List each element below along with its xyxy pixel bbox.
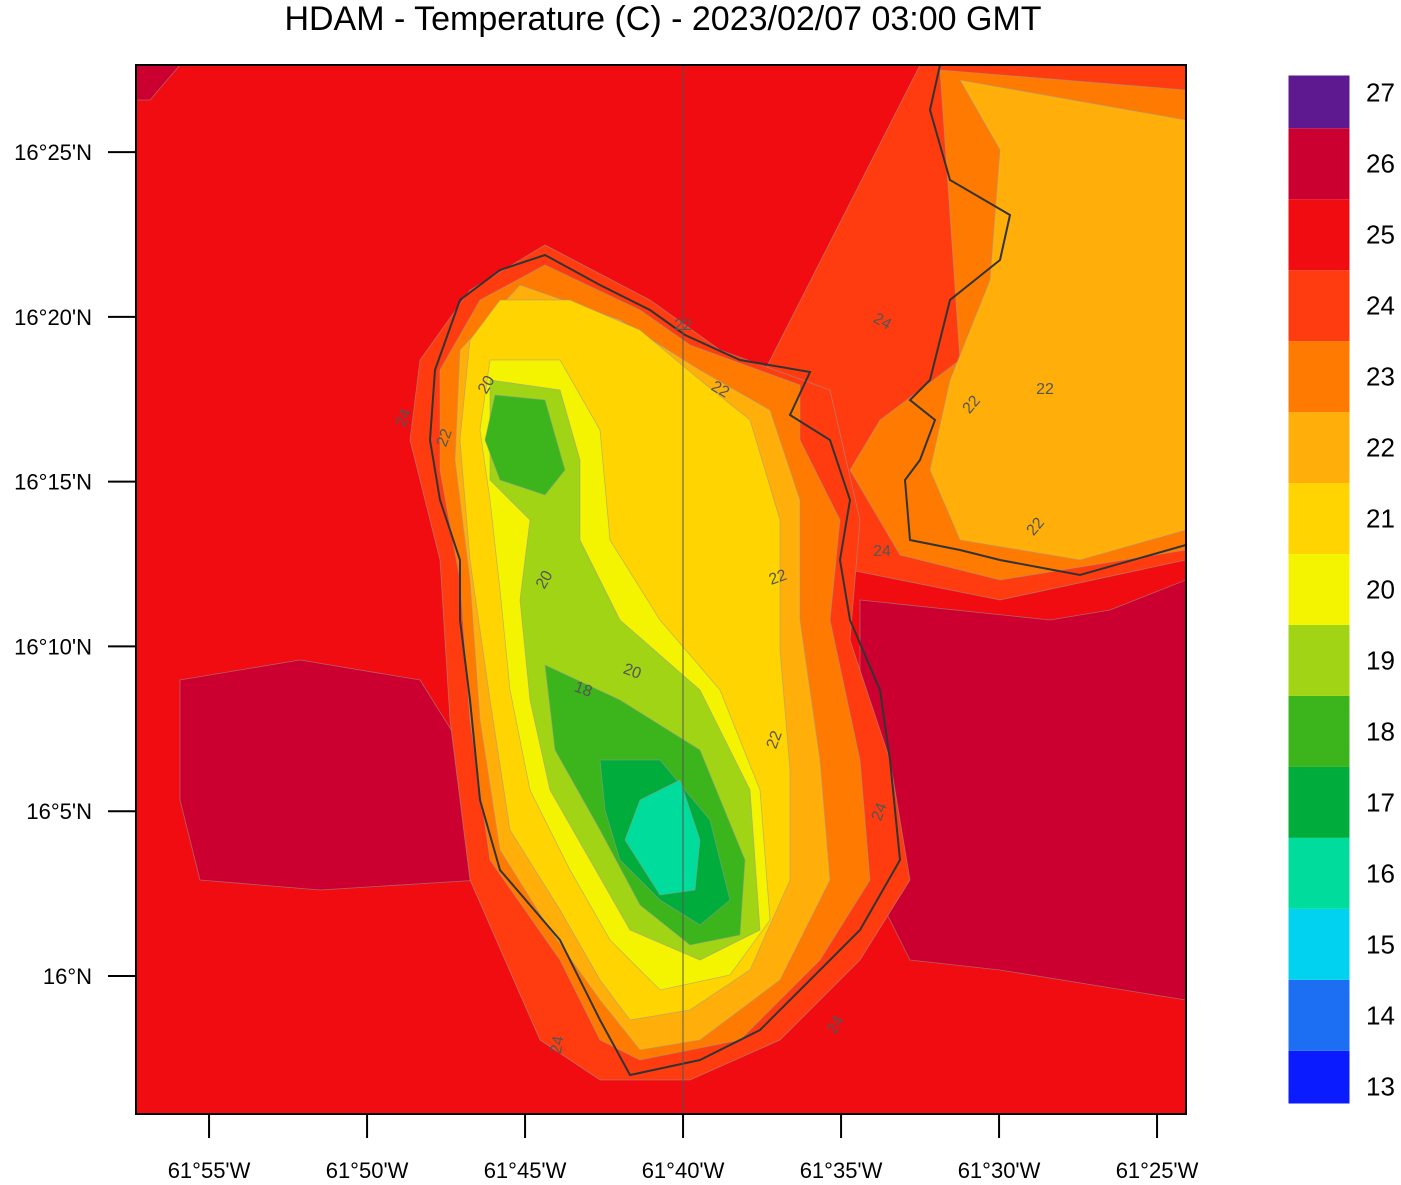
colorbar-band xyxy=(1288,75,1350,129)
y-tick-label: 16°20'N xyxy=(14,305,92,330)
temperature-region xyxy=(484,394,566,496)
x-tick-label: 61°35'W xyxy=(800,1158,883,1180)
contour-label: 24 xyxy=(870,310,894,334)
contour-label: 22 xyxy=(764,729,786,752)
plot-frame xyxy=(135,64,1187,1115)
colorbar-band xyxy=(1288,908,1350,980)
contour-label: 22 xyxy=(674,317,692,334)
colorbar-label: 27 xyxy=(1366,78,1395,108)
colorbar-band xyxy=(1288,837,1350,909)
contour-label: 24 xyxy=(873,543,891,560)
colorbar-label: 17 xyxy=(1366,787,1395,817)
x-tick-label: 61°50'W xyxy=(326,1158,409,1180)
colorbar-band xyxy=(1288,695,1350,767)
y-tick-label: 16°10'N xyxy=(14,634,92,659)
colorbar-label: 14 xyxy=(1366,1000,1395,1030)
x-tick-label: 61°30'W xyxy=(958,1158,1041,1180)
contour-label: 22 xyxy=(434,427,456,450)
y-tick-label: 16°25'N xyxy=(14,140,92,165)
colorbar-label: 25 xyxy=(1366,220,1395,250)
temperature-region xyxy=(624,779,701,896)
colorbar-label: 24 xyxy=(1366,291,1395,321)
colorbar-band xyxy=(1288,483,1350,555)
y-tick-label: 16°15'N xyxy=(14,470,92,495)
contour-label: 20 xyxy=(621,661,644,683)
colorbar-label: 22 xyxy=(1366,433,1395,463)
contour-label: 24 xyxy=(824,1013,848,1037)
contour-label: 24 xyxy=(548,1035,568,1056)
colorbar-label: 19 xyxy=(1366,645,1395,675)
axes: 61°55'W 61°50'W 61°45'W 61°40'W 61°35'W 61°30… xyxy=(14,140,1199,1183)
colorbar-label: 20 xyxy=(1366,575,1395,605)
colorbar-band xyxy=(1288,199,1350,271)
colorbar-label: 26 xyxy=(1366,149,1395,179)
colorbar-band xyxy=(1288,412,1350,484)
colorbar-band xyxy=(1288,624,1350,696)
colorbar-label: 18 xyxy=(1366,716,1395,746)
colorbar-band xyxy=(1288,128,1350,200)
colorbar-frame xyxy=(1287,74,1351,1105)
contour-label: 24 xyxy=(869,801,891,824)
contour-label: 20 xyxy=(533,568,557,592)
contour-label: 18 xyxy=(572,679,595,701)
temperature-region xyxy=(859,579,1186,1001)
x-tick-label: 61°45'W xyxy=(484,1158,567,1180)
colorbar-band xyxy=(1288,766,1350,838)
contour-label: 22 xyxy=(1036,381,1054,398)
map-title: HDAM - Temperature (C) - 2023/02/07 03:0… xyxy=(284,0,1041,38)
x-tick-label: 61°40'W xyxy=(642,1158,725,1180)
colorbar-band xyxy=(1288,979,1350,1051)
temperature-region xyxy=(929,79,1186,561)
colorbar-label: 21 xyxy=(1366,504,1395,534)
coast-grande-terre xyxy=(903,65,1186,577)
x-tick-label: 61°25'W xyxy=(1116,1158,1199,1180)
coast-basse-terre xyxy=(428,253,902,1077)
coastline xyxy=(428,65,1186,1077)
colorbar-band xyxy=(1288,270,1350,342)
colorbar: 13 14 15 16 17 18 19 20 21 22 23 24 25 26 27 xyxy=(1287,74,1395,1105)
colorbar-label: 23 xyxy=(1366,362,1395,392)
colorbar-label: 16 xyxy=(1366,858,1395,888)
colorbar-label: 15 xyxy=(1366,929,1395,959)
x-tick-label: 61°55'W xyxy=(168,1158,251,1180)
temperature-field xyxy=(136,65,1186,1114)
temperature-region xyxy=(136,65,181,101)
colorbar-label: 13 xyxy=(1366,1071,1395,1101)
contour-label: 22 xyxy=(708,378,732,402)
colorbar-band xyxy=(1288,341,1350,413)
colorbar-band xyxy=(1288,1050,1350,1104)
contour-label: 24 xyxy=(393,407,415,430)
y-tick-label: 16°5'N xyxy=(26,799,92,824)
contour-label: 20 xyxy=(475,373,499,397)
y-tick-label: 16°N xyxy=(43,964,92,989)
colorbar-band xyxy=(1288,554,1350,625)
contour-label: 22 xyxy=(767,567,790,589)
